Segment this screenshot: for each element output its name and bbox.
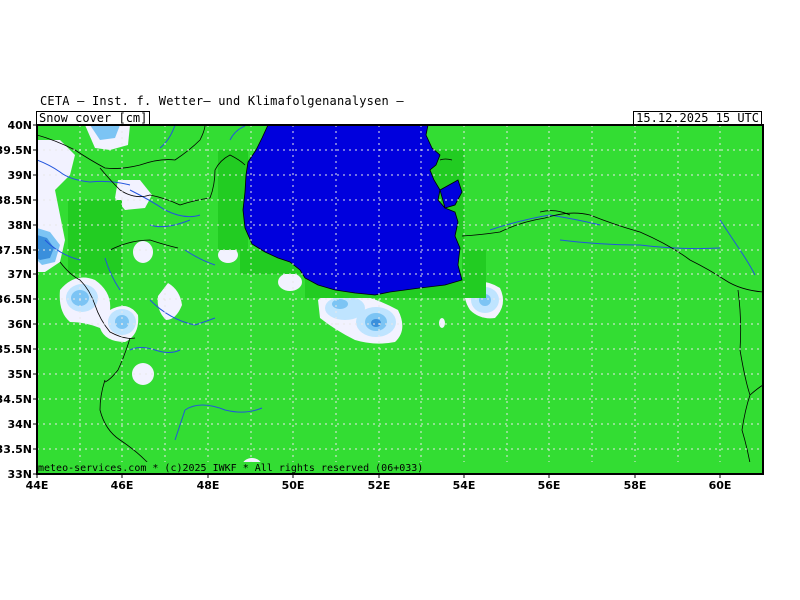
snow-patch-small-5 — [218, 247, 238, 263]
latitude-labels: 40N 39.5N 39N 38.5N 38N 37.5N 37N 36.5N … — [0, 119, 32, 481]
snow-patch-small-1 — [133, 241, 153, 263]
graticule — [37, 125, 763, 474]
snow-patch-georgia — [115, 180, 152, 210]
country-borders — [37, 125, 763, 474]
snow-patch-small-2 — [132, 363, 154, 385]
lat-label: 34N — [7, 418, 32, 431]
lon-label: 58E — [624, 479, 647, 492]
snow-patch-alborz-medium-2 — [332, 299, 348, 309]
lon-label: 56E — [538, 479, 561, 492]
longitude-labels: 44E 46E 48E 50E 52E 54E 56E 58E 60E — [26, 479, 732, 492]
snow-patch-zagros-west-medium — [71, 290, 89, 306]
lat-label: 35N — [7, 368, 32, 381]
lat-label: 37.5N — [0, 244, 32, 257]
credit-text: meteo-services.com * (c)2025 IWKF * All … — [38, 463, 423, 474]
lat-label: 37N — [7, 268, 32, 281]
lat-label: 38.5N — [0, 194, 32, 207]
lat-label: 33.5N — [0, 443, 32, 456]
lon-label: 54E — [453, 479, 476, 492]
lon-label: 46E — [111, 479, 134, 492]
lat-label: 33N — [7, 468, 32, 481]
lon-label: 60E — [709, 479, 732, 492]
snow-patch-northwest-heavy — [37, 235, 54, 260]
snow-patch-zagros-south-medium — [115, 315, 129, 329]
map-plot-area: meteo-services.com * (c)2025 IWKF * All … — [37, 125, 763, 474]
lat-label: 39.5N — [0, 144, 32, 157]
lat-label: 36N — [7, 318, 32, 331]
lon-label: 52E — [368, 479, 391, 492]
snow-patch-small-4 — [278, 273, 302, 291]
lon-label: 48E — [197, 479, 220, 492]
lat-label: 40N — [7, 119, 32, 132]
lat-label: 35.5N — [0, 343, 32, 356]
credit-bar — [37, 462, 763, 474]
lon-label: 50E — [282, 479, 305, 492]
snow-patch-north-caucasus-medium — [90, 125, 120, 140]
map-header-title: CETA — Inst. f. Wetter— und Klimafolgena… — [40, 94, 404, 108]
longitude-axis — [36, 474, 721, 478]
snow-patch-small-3 — [439, 318, 445, 328]
snow-patch-central — [157, 283, 182, 320]
lat-label: 39N — [7, 169, 32, 182]
lat-label: 34.5N — [0, 393, 32, 406]
latitude-axis — [33, 124, 37, 475]
lat-label: 36.5N — [0, 293, 32, 306]
caspian-sea — [242, 125, 463, 296]
lon-label: 44E — [26, 479, 49, 492]
lat-label: 38N — [7, 219, 32, 232]
kara-bogaz-gol — [439, 179, 463, 209]
